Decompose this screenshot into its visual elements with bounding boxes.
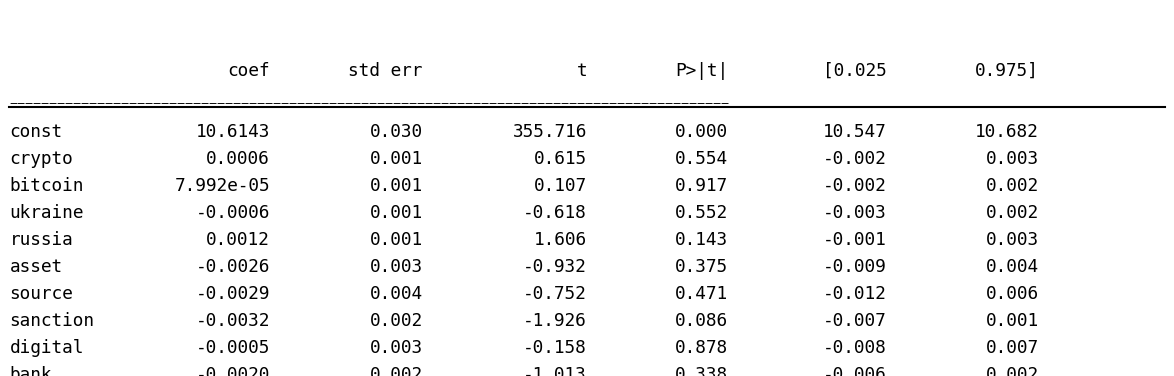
Text: 0.0006: 0.0006 bbox=[207, 150, 270, 168]
Text: 0.552: 0.552 bbox=[675, 204, 728, 222]
Text: source: source bbox=[9, 285, 73, 303]
Text: 0.338: 0.338 bbox=[675, 366, 728, 376]
Text: digital: digital bbox=[9, 339, 83, 357]
Text: -0.012: -0.012 bbox=[823, 285, 886, 303]
Text: 0.030: 0.030 bbox=[370, 123, 423, 141]
Text: 0.878: 0.878 bbox=[675, 339, 728, 357]
Text: -0.932: -0.932 bbox=[524, 258, 587, 276]
Text: -0.009: -0.009 bbox=[823, 258, 886, 276]
Text: -0.0006: -0.0006 bbox=[196, 204, 270, 222]
Text: 0.002: 0.002 bbox=[370, 312, 423, 330]
Text: 0.003: 0.003 bbox=[370, 339, 423, 357]
Text: russia: russia bbox=[9, 231, 73, 249]
Text: 0.471: 0.471 bbox=[675, 285, 728, 303]
Text: 355.716: 355.716 bbox=[513, 123, 587, 141]
Text: 0.554: 0.554 bbox=[675, 150, 728, 168]
Text: 0.007: 0.007 bbox=[986, 339, 1039, 357]
Text: 0.002: 0.002 bbox=[986, 204, 1039, 222]
Text: [0.025: [0.025 bbox=[823, 62, 886, 79]
Text: coef: coef bbox=[228, 62, 270, 79]
Text: -0.752: -0.752 bbox=[524, 285, 587, 303]
Text: 0.002: 0.002 bbox=[370, 366, 423, 376]
Text: -1.926: -1.926 bbox=[524, 312, 587, 330]
Text: 0.375: 0.375 bbox=[675, 258, 728, 276]
Text: bank: bank bbox=[9, 366, 52, 376]
Text: 0.004: 0.004 bbox=[370, 285, 423, 303]
Text: 0.615: 0.615 bbox=[534, 150, 587, 168]
Text: sanction: sanction bbox=[9, 312, 94, 330]
Text: 0.000: 0.000 bbox=[675, 123, 728, 141]
Text: 10.682: 10.682 bbox=[976, 123, 1039, 141]
Text: -0.0029: -0.0029 bbox=[196, 285, 270, 303]
Text: 0.003: 0.003 bbox=[370, 258, 423, 276]
Text: 10.6143: 10.6143 bbox=[196, 123, 270, 141]
Text: 0.006: 0.006 bbox=[986, 285, 1039, 303]
Text: 0.143: 0.143 bbox=[675, 231, 728, 249]
Text: std err: std err bbox=[349, 62, 423, 79]
Text: 10.547: 10.547 bbox=[823, 123, 886, 141]
Text: -0.006: -0.006 bbox=[823, 366, 886, 376]
Text: -0.618: -0.618 bbox=[524, 204, 587, 222]
Text: 1.606: 1.606 bbox=[534, 231, 587, 249]
Text: 0.001: 0.001 bbox=[370, 231, 423, 249]
Text: 0.086: 0.086 bbox=[675, 312, 728, 330]
Text: 7.992e-05: 7.992e-05 bbox=[175, 177, 270, 195]
Text: -0.0032: -0.0032 bbox=[196, 312, 270, 330]
Text: -0.0005: -0.0005 bbox=[196, 339, 270, 357]
Text: 0.003: 0.003 bbox=[986, 231, 1039, 249]
Text: bitcoin: bitcoin bbox=[9, 177, 83, 195]
Text: P>|t|: P>|t| bbox=[675, 62, 728, 79]
Text: -0.002: -0.002 bbox=[823, 177, 886, 195]
Text: crypto: crypto bbox=[9, 150, 73, 168]
Text: 0.001: 0.001 bbox=[370, 150, 423, 168]
Text: asset: asset bbox=[9, 258, 62, 276]
Text: -0.007: -0.007 bbox=[823, 312, 886, 330]
Text: 0.002: 0.002 bbox=[986, 177, 1039, 195]
Text: 0.002: 0.002 bbox=[986, 366, 1039, 376]
Text: 0.003: 0.003 bbox=[986, 150, 1039, 168]
Text: -0.003: -0.003 bbox=[823, 204, 886, 222]
Text: 0.004: 0.004 bbox=[986, 258, 1039, 276]
Text: -1.013: -1.013 bbox=[524, 366, 587, 376]
Text: -0.001: -0.001 bbox=[823, 231, 886, 249]
Text: 0.001: 0.001 bbox=[370, 204, 423, 222]
Text: ukraine: ukraine bbox=[9, 204, 83, 222]
Text: 0.0012: 0.0012 bbox=[207, 231, 270, 249]
Text: 0.975]: 0.975] bbox=[976, 62, 1039, 79]
Text: 0.001: 0.001 bbox=[370, 177, 423, 195]
Text: 0.001: 0.001 bbox=[986, 312, 1039, 330]
Text: -0.158: -0.158 bbox=[524, 339, 587, 357]
Text: -0.0026: -0.0026 bbox=[196, 258, 270, 276]
Text: 0.107: 0.107 bbox=[534, 177, 587, 195]
Text: t: t bbox=[576, 62, 587, 79]
Text: 0.917: 0.917 bbox=[675, 177, 728, 195]
Text: -0.0020: -0.0020 bbox=[196, 366, 270, 376]
Text: -0.008: -0.008 bbox=[823, 339, 886, 357]
Text: const: const bbox=[9, 123, 62, 141]
Text: ================================================================================: ========================================… bbox=[9, 99, 729, 112]
Text: -0.002: -0.002 bbox=[823, 150, 886, 168]
